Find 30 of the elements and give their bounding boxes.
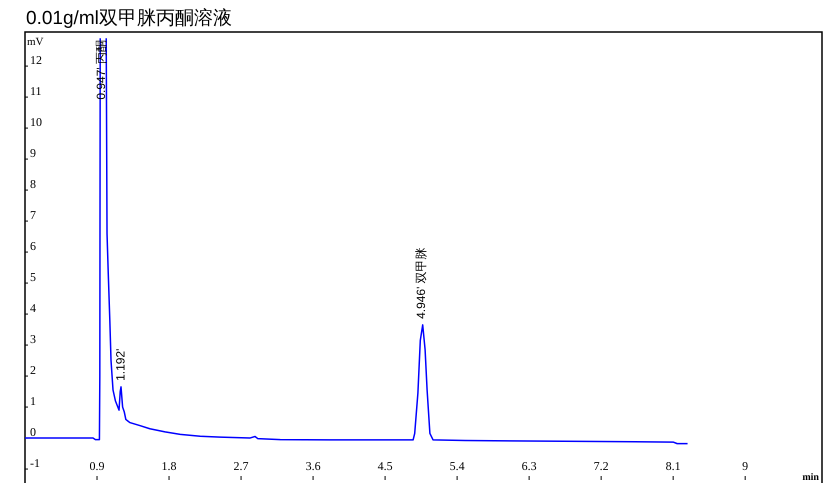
- y-tick-label: 2: [30, 363, 36, 378]
- y-tick-label: 9: [30, 146, 36, 160]
- x-tick-label: 1.8: [162, 459, 177, 473]
- y-tick-label: 7: [30, 208, 36, 222]
- y-axis-title: mV: [27, 36, 44, 48]
- annotation: 1.192': [113, 348, 128, 381]
- y-tick-label: 5: [30, 270, 36, 284]
- x-tick-label: 3.6: [306, 459, 321, 473]
- y-tick-label: 8: [30, 177, 36, 192]
- y-tick-label: 10: [30, 115, 42, 130]
- x-tick-label: 5.4: [450, 459, 465, 473]
- x-axis-title: min: [802, 472, 820, 483]
- y-tick-label: 12: [30, 53, 42, 68]
- y-tick-label: 0: [30, 425, 36, 440]
- x-tick-label: 6.3: [522, 459, 537, 473]
- x-tick-label: 0.9: [90, 459, 105, 473]
- y-tick-label: 11: [30, 84, 42, 98]
- x-tick-label: 4.5: [378, 459, 393, 473]
- annotation: 0.947' 丙酮: [94, 40, 108, 100]
- x-tick-label: 2.7: [234, 459, 249, 473]
- y-tick-label: 1: [30, 394, 36, 408]
- y-tick-label: 4: [30, 301, 36, 316]
- x-tick-label: 8.1: [666, 459, 681, 473]
- x-tick-label: 9: [742, 459, 748, 473]
- y-tick-label: -1: [30, 456, 40, 470]
- annotation: 4.946' 双甲脒: [414, 247, 428, 319]
- y-tick-label: 3: [30, 332, 36, 346]
- y-tick-label: 6: [30, 239, 36, 254]
- chart-title: 0.01g/ml双甲脒丙酮溶液: [26, 7, 232, 29]
- x-tick-label: 7.2: [594, 459, 609, 473]
